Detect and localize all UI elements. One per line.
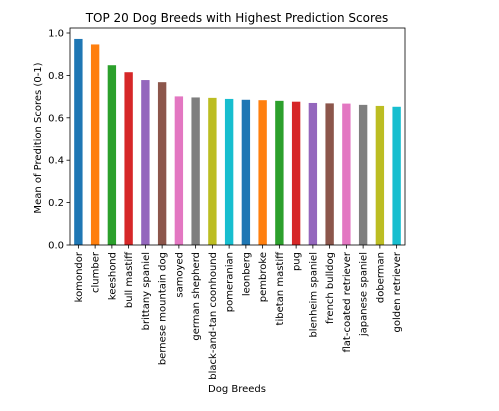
bar	[191, 97, 200, 245]
bar	[375, 105, 385, 246]
bar	[157, 82, 167, 246]
bar	[291, 101, 301, 245]
axes-frame	[69, 27, 406, 246]
y-axis-label: Mean of Predition Scores (0-1)	[33, 62, 44, 213]
bar	[74, 38, 83, 245]
x-tick-label: pembroke	[258, 252, 269, 302]
bar	[392, 106, 401, 245]
bar	[174, 96, 184, 245]
x-tick-label: flat-coated retriever	[342, 251, 353, 352]
y-tick-label: 0.8	[48, 71, 64, 82]
x-tick-label: komondor	[74, 251, 85, 302]
x-tick-label: keeshond	[107, 252, 118, 300]
x-tick-label: bull mastiff	[124, 251, 135, 308]
x-tick-label: tibetan mastiff	[275, 251, 286, 326]
x-tick-label: samoyed	[174, 252, 185, 298]
y-tick-label: 0.4	[48, 156, 64, 167]
plot-area: komondor clumber keeshond bull mastiff britt…	[48, 27, 406, 380]
bar	[325, 103, 334, 245]
y-tick-label: 0.0	[48, 241, 64, 252]
x-tick-label: black-and-tan coonhound	[208, 252, 219, 380]
chart-title: TOP 20 Dog Breeds with Highest Predictio…	[85, 11, 389, 25]
x-tick-label: japanese spaniel	[359, 252, 370, 337]
bar	[141, 80, 150, 245]
x-tick-label: bernese mountain dog	[158, 252, 169, 365]
y-tick-label: 1.0	[48, 29, 64, 40]
bar	[107, 65, 117, 245]
bar	[342, 103, 351, 245]
x-tick-label: german shepherd	[191, 252, 202, 341]
x-tick-label: brittany spaniel	[141, 252, 152, 330]
y-tick-label: 0.6	[48, 113, 64, 124]
bar	[308, 102, 318, 246]
y-tick-label: 0.2	[48, 198, 64, 209]
bar	[241, 99, 251, 245]
x-tick-label: blenheim spaniel	[308, 252, 319, 338]
x-tick-label: clumber	[91, 251, 102, 293]
bar	[90, 44, 100, 246]
bar	[358, 104, 368, 246]
x-tick-label: doberman	[375, 252, 386, 303]
x-tick-label: pug	[292, 252, 303, 271]
bar	[275, 100, 284, 245]
x-tick-label: leonberg	[241, 252, 252, 296]
bar	[258, 100, 267, 245]
bar	[208, 97, 217, 246]
bar	[224, 98, 234, 246]
x-tick-label: golden retriever	[392, 251, 403, 332]
x-tick-label: french bulldog	[325, 252, 336, 324]
bar	[124, 72, 133, 245]
x-axis-label: Dog Breeds	[208, 384, 266, 395]
x-tick-label: pomeranian	[225, 252, 236, 312]
